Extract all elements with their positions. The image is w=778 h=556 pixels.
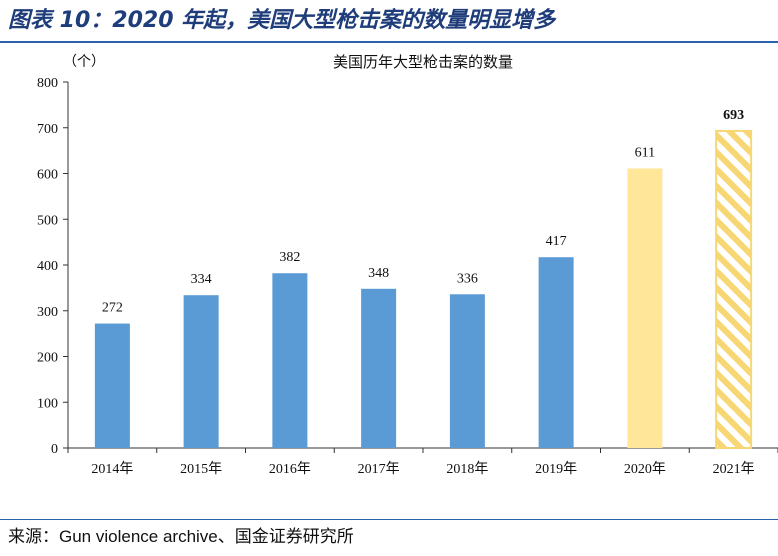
figure-title: 图表 10：2020 年起，美国大型枪击案的数量明显增多 <box>8 8 556 33</box>
bar-2020年 <box>627 168 663 448</box>
y-tick-label: 200 <box>37 351 58 366</box>
data-label: 417 <box>546 234 567 249</box>
y-tick-label: 600 <box>37 168 58 183</box>
bar-2021年 <box>715 129 753 449</box>
bar-2015年 <box>183 295 219 448</box>
x-tick-label: 2021年 <box>713 461 755 477</box>
y-tick-label: 100 <box>37 396 58 411</box>
data-label: 611 <box>635 145 655 160</box>
x-tick-label: 2015年 <box>180 461 222 477</box>
data-label: 336 <box>457 271 478 286</box>
x-tick-label: 2016年 <box>269 461 311 477</box>
chart-title: 美国历年大型枪击案的数量 <box>333 53 513 71</box>
y-unit-label: （个） <box>63 54 105 70</box>
bar-chart: （个） 美国历年大型枪击案的数量 0 100 200 300 400 500 600 700 8… <box>37 53 778 477</box>
data-labels: 272 334 382 348 336 417 611 693 <box>102 108 744 316</box>
x-tick-label: 2017年 <box>358 461 400 477</box>
x-tick-label: 2019年 <box>535 461 577 477</box>
title-divider <box>0 41 778 43</box>
bar-2016年 <box>272 273 308 448</box>
y-tick-label: 800 <box>37 76 58 91</box>
bars <box>94 129 753 449</box>
data-label: 334 <box>191 272 212 287</box>
bar-2017年 <box>361 288 397 448</box>
y-tick-label: 400 <box>37 259 58 274</box>
data-label: 382 <box>279 250 300 265</box>
data-label: 693 <box>723 108 744 123</box>
y-tick-label: 500 <box>37 213 58 228</box>
bar-2014年 <box>94 323 130 448</box>
y-tick-label: 700 <box>37 122 58 137</box>
source-note: 来源：Gun violence archive、国金证券研究所 <box>8 527 354 546</box>
source-divider <box>0 519 778 520</box>
bar-2018年 <box>449 294 485 448</box>
data-label: 272 <box>102 301 123 316</box>
y-tick-label: 0 <box>51 442 58 457</box>
axes: 0 100 200 300 400 500 600 700 800 2014年 2015年 2016年… <box>37 76 778 477</box>
x-tick-label: 2014年 <box>91 461 133 477</box>
bar-2019年 <box>538 257 574 448</box>
data-label: 348 <box>368 266 389 281</box>
x-tick-label: 2020年 <box>624 461 666 477</box>
y-tick-label: 300 <box>37 305 58 320</box>
x-tick-label: 2018年 <box>446 461 488 477</box>
